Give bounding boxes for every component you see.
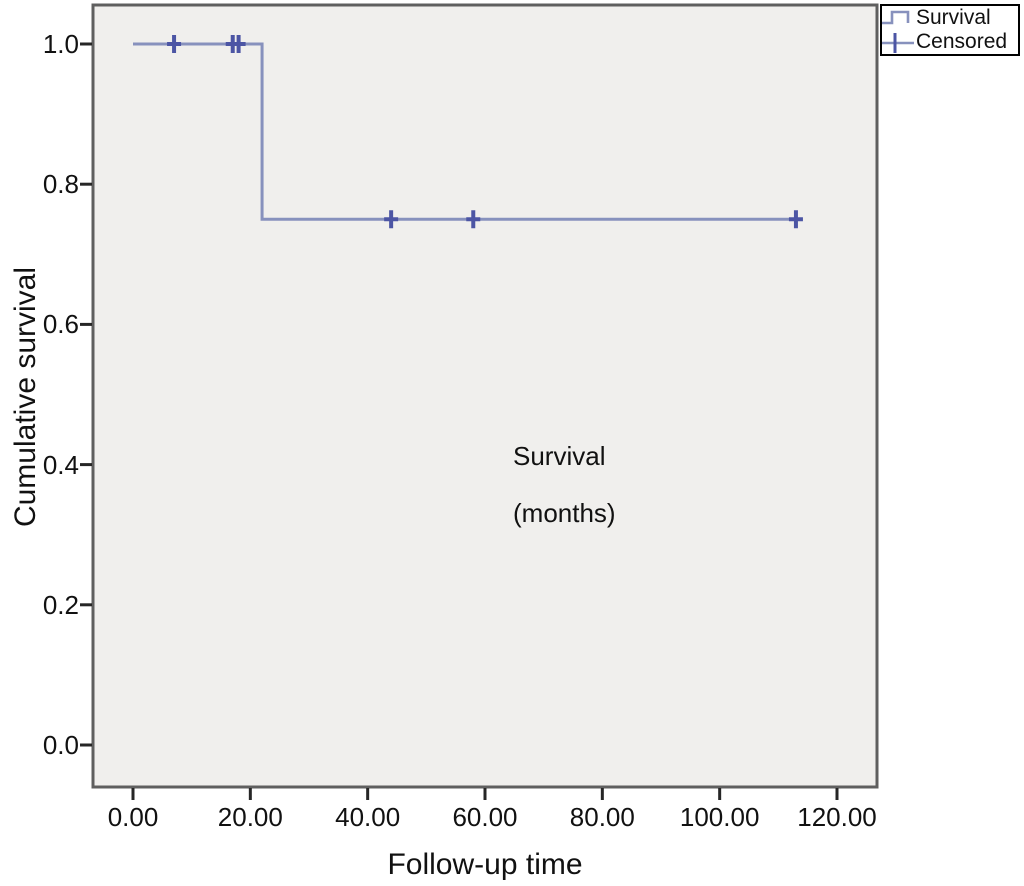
legend-label-survival: Survival bbox=[916, 6, 991, 29]
plot-annotation: Survival (months) bbox=[513, 441, 616, 529]
annotation-line2: (months) bbox=[513, 498, 616, 528]
plot-area bbox=[91, 3, 879, 789]
survival-step-line bbox=[133, 42, 796, 221]
legend-label-censored: Censored bbox=[916, 30, 1008, 53]
y-axis-title: Cumulative survival bbox=[9, 266, 42, 528]
step-line-icon bbox=[882, 10, 910, 25]
legend-row-survival: Survival bbox=[882, 6, 1018, 30]
x-axis-title: Follow-up time bbox=[387, 848, 583, 881]
annotation-line1: Survival bbox=[513, 441, 606, 471]
legend-row-censored: Censored bbox=[882, 30, 1018, 54]
plus-marker-icon bbox=[882, 33, 914, 53]
legend-box: Survival Censored bbox=[880, 4, 1020, 56]
